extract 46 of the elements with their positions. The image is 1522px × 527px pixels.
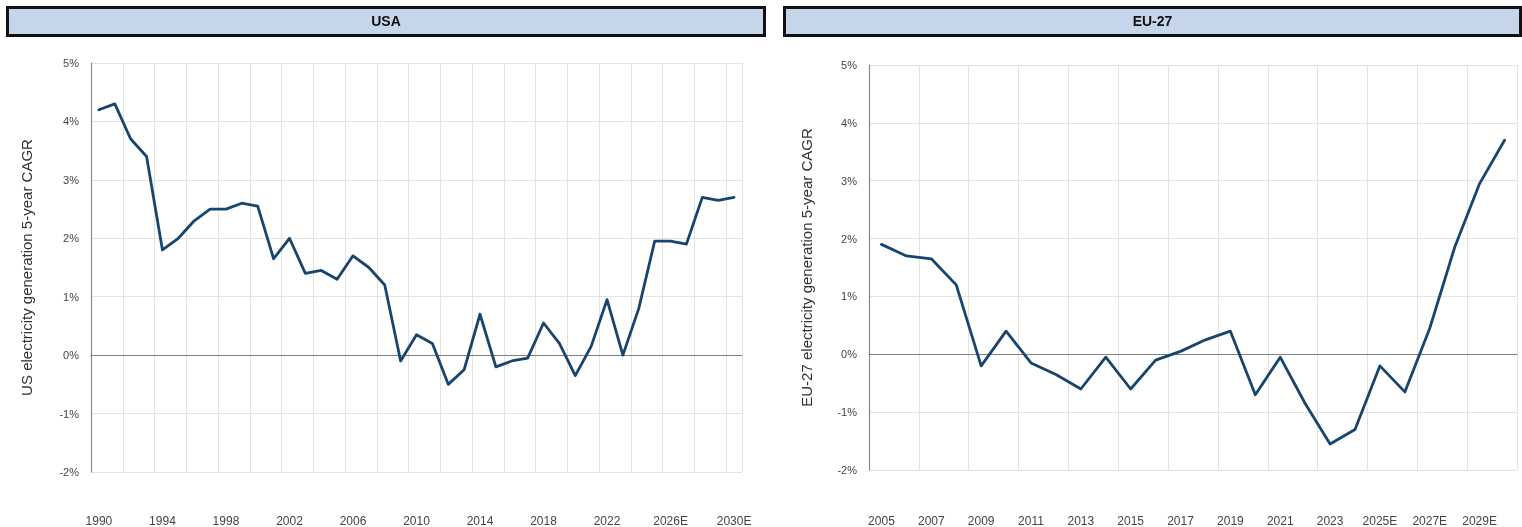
y-tick-label: 2%	[841, 232, 858, 245]
y-tick-label: 5%	[841, 59, 858, 71]
x-tick-label: 2014	[466, 514, 494, 527]
y-tick-label: -2%	[837, 464, 858, 476]
x-tick-label: 2029E	[1462, 514, 1497, 527]
x-tick-label: 2025E	[1362, 514, 1398, 527]
y-tick-label: 5%	[63, 57, 80, 69]
y-axis-title: US electricity generation 5-year CAGR	[18, 138, 35, 396]
x-tick-label: 2018	[530, 514, 558, 527]
x-tick-label: 2019	[1217, 514, 1245, 527]
y-tick-label: -1%	[59, 407, 80, 420]
y-tick-label: 4%	[841, 116, 858, 129]
x-tick-label: 2009	[967, 514, 995, 527]
y-tick-label: 3%	[841, 174, 858, 187]
y-tick-label: 4%	[63, 115, 80, 128]
y-tick-label: 2%	[63, 232, 80, 245]
x-tick-label: 2026E	[653, 514, 688, 527]
x-tick-label: 2010	[403, 514, 431, 527]
x-tick-label: 2006	[339, 514, 367, 527]
y-tick-label: -2%	[59, 466, 80, 478]
x-tick-label: 2015	[1117, 514, 1145, 527]
chart-title: USA	[6, 6, 766, 37]
x-tick-label: 2030E	[716, 514, 752, 527]
x-tick-label: 2013	[1067, 514, 1095, 527]
x-tick-label: 2011	[1018, 514, 1045, 527]
x-tick-label: 2022	[593, 514, 621, 527]
y-tick-label: 3%	[63, 173, 80, 186]
x-tick-label: 1990	[85, 514, 113, 527]
x-tick-label: 2027E	[1412, 514, 1448, 527]
y-axis-title: EU-27 electricity generation 5-year CAGR	[798, 128, 815, 407]
y-tick-label: 1%	[841, 290, 858, 303]
x-tick-label: 2002	[276, 514, 304, 527]
x-tick-label: 2005	[868, 514, 896, 527]
x-tick-label: 2023	[1316, 514, 1344, 527]
y-tick-label: 1%	[63, 290, 80, 303]
x-tick-label: 2021	[1266, 514, 1294, 527]
y-tick-label: 0%	[841, 348, 858, 361]
line-series	[97, 102, 736, 386]
x-tick-label: 1998	[212, 514, 240, 527]
x-tick-label: 2017	[1167, 514, 1195, 527]
line-series	[880, 138, 1506, 446]
x-tick-label: 2007	[917, 514, 945, 527]
x-tick-label: 1994	[149, 514, 177, 527]
y-tick-label: -1%	[837, 406, 858, 419]
chart-title: EU-27	[783, 6, 1522, 37]
y-tick-label: 0%	[63, 349, 80, 362]
